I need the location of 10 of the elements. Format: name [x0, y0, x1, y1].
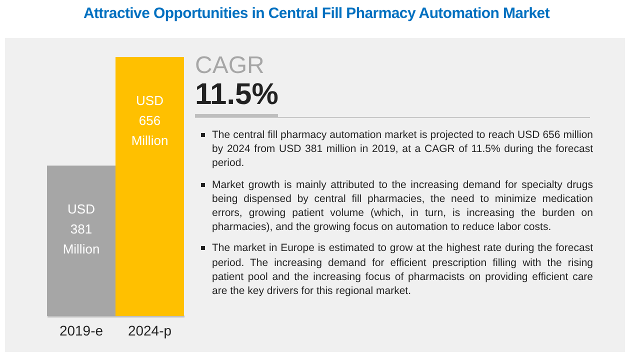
text: CAGR — [195, 52, 264, 80]
text: Attractive Opportunities in Central Fill Pharmacy Automation Market — [82, 5, 551, 22]
text: 11.5% — [195, 78, 278, 117]
x-tick-label: 2019-e — [59, 322, 104, 338]
text: The market in Europe is estimated to grow at the highest rate during the forecast period. The increasing demand for efficient prescription filling with the rising patient pool and the increasing focus of pharmacists on providing efficient care are the key drivers for this regional market. — [212, 241, 593, 298]
data-label: USD 381 Million — [62, 202, 100, 257]
text: Market growth is mainly attributed to the increasing demand for specialty drugs being dispensed by central fill pharmacies, the need to minimize medication errors, growing patient volume (which, in turn, is increasing the burden on pharmacies), and the growing focus on automation to reduce labor costs. — [212, 178, 593, 234]
x-tick-label: 2024-p — [128, 322, 172, 338]
data-label: USD 656 Million — [131, 93, 168, 148]
text: The central fill pharmacy automation market is projected to reach USD 656 million by 2024 from USD 381 million in 2019, at a CAGR of 11.5% during the forecast period. — [212, 128, 593, 171]
